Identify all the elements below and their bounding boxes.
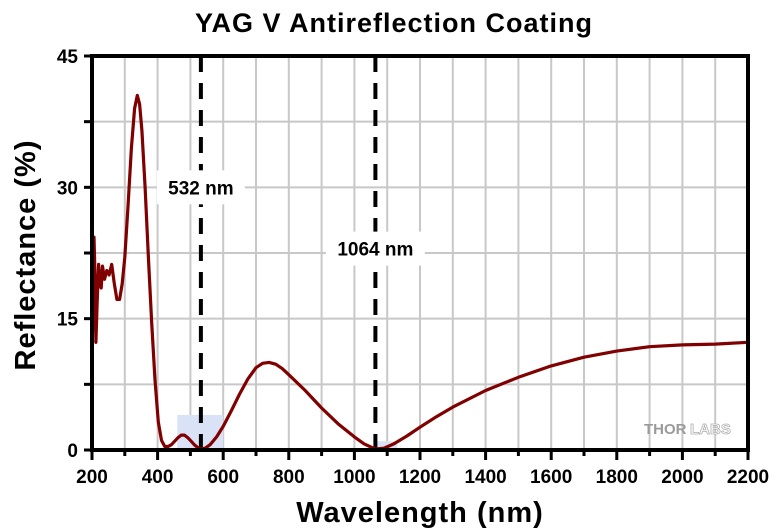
chart-title: YAG V Antireflection Coating xyxy=(195,8,593,38)
thorlabs-watermark: THOR LABS xyxy=(644,421,731,439)
marker-label-532: 532 nm xyxy=(168,178,233,199)
y-tick-label: 0 xyxy=(67,441,78,462)
y-tick-label: 30 xyxy=(57,178,78,199)
x-tick-label: 800 xyxy=(273,467,305,488)
x-tick-label: 1600 xyxy=(530,467,572,488)
svg-text:LABS: LABS xyxy=(690,421,731,438)
x-tick-label: 200 xyxy=(76,467,108,488)
x-tick-label: 1800 xyxy=(596,467,638,488)
marker-label-bg xyxy=(156,170,245,205)
y-tick-label: 15 xyxy=(57,310,79,331)
wavelength-markers: 532 nm 1064 nm xyxy=(156,56,425,450)
x-tick-label: 1400 xyxy=(464,467,506,488)
x-tick-label: 600 xyxy=(207,467,239,488)
marker-label-bg xyxy=(325,231,425,266)
x-tick-label: 1000 xyxy=(333,467,375,488)
svg-text:THOR: THOR xyxy=(644,421,687,438)
x-tick-label: 1200 xyxy=(399,467,441,488)
x-tick-label: 400 xyxy=(142,467,174,488)
marker-label-1064: 1064 nm xyxy=(337,240,413,261)
y-axis-ticks: 0 15 30 45 xyxy=(57,47,92,462)
x-tick-label: 2200 xyxy=(727,467,769,488)
x-axis-ticks: 200 400 600 800 1000 1200 1400 1600 1800 2000 2200 xyxy=(76,450,769,488)
grid xyxy=(92,56,748,450)
x-tick-label: 2000 xyxy=(661,467,703,488)
x-axis-label: Wavelength (nm) xyxy=(296,497,544,529)
y-axis-label: Reflectance (%) xyxy=(10,140,42,371)
y-tick-label: 45 xyxy=(57,47,79,68)
reflectance-curve xyxy=(90,93,749,451)
